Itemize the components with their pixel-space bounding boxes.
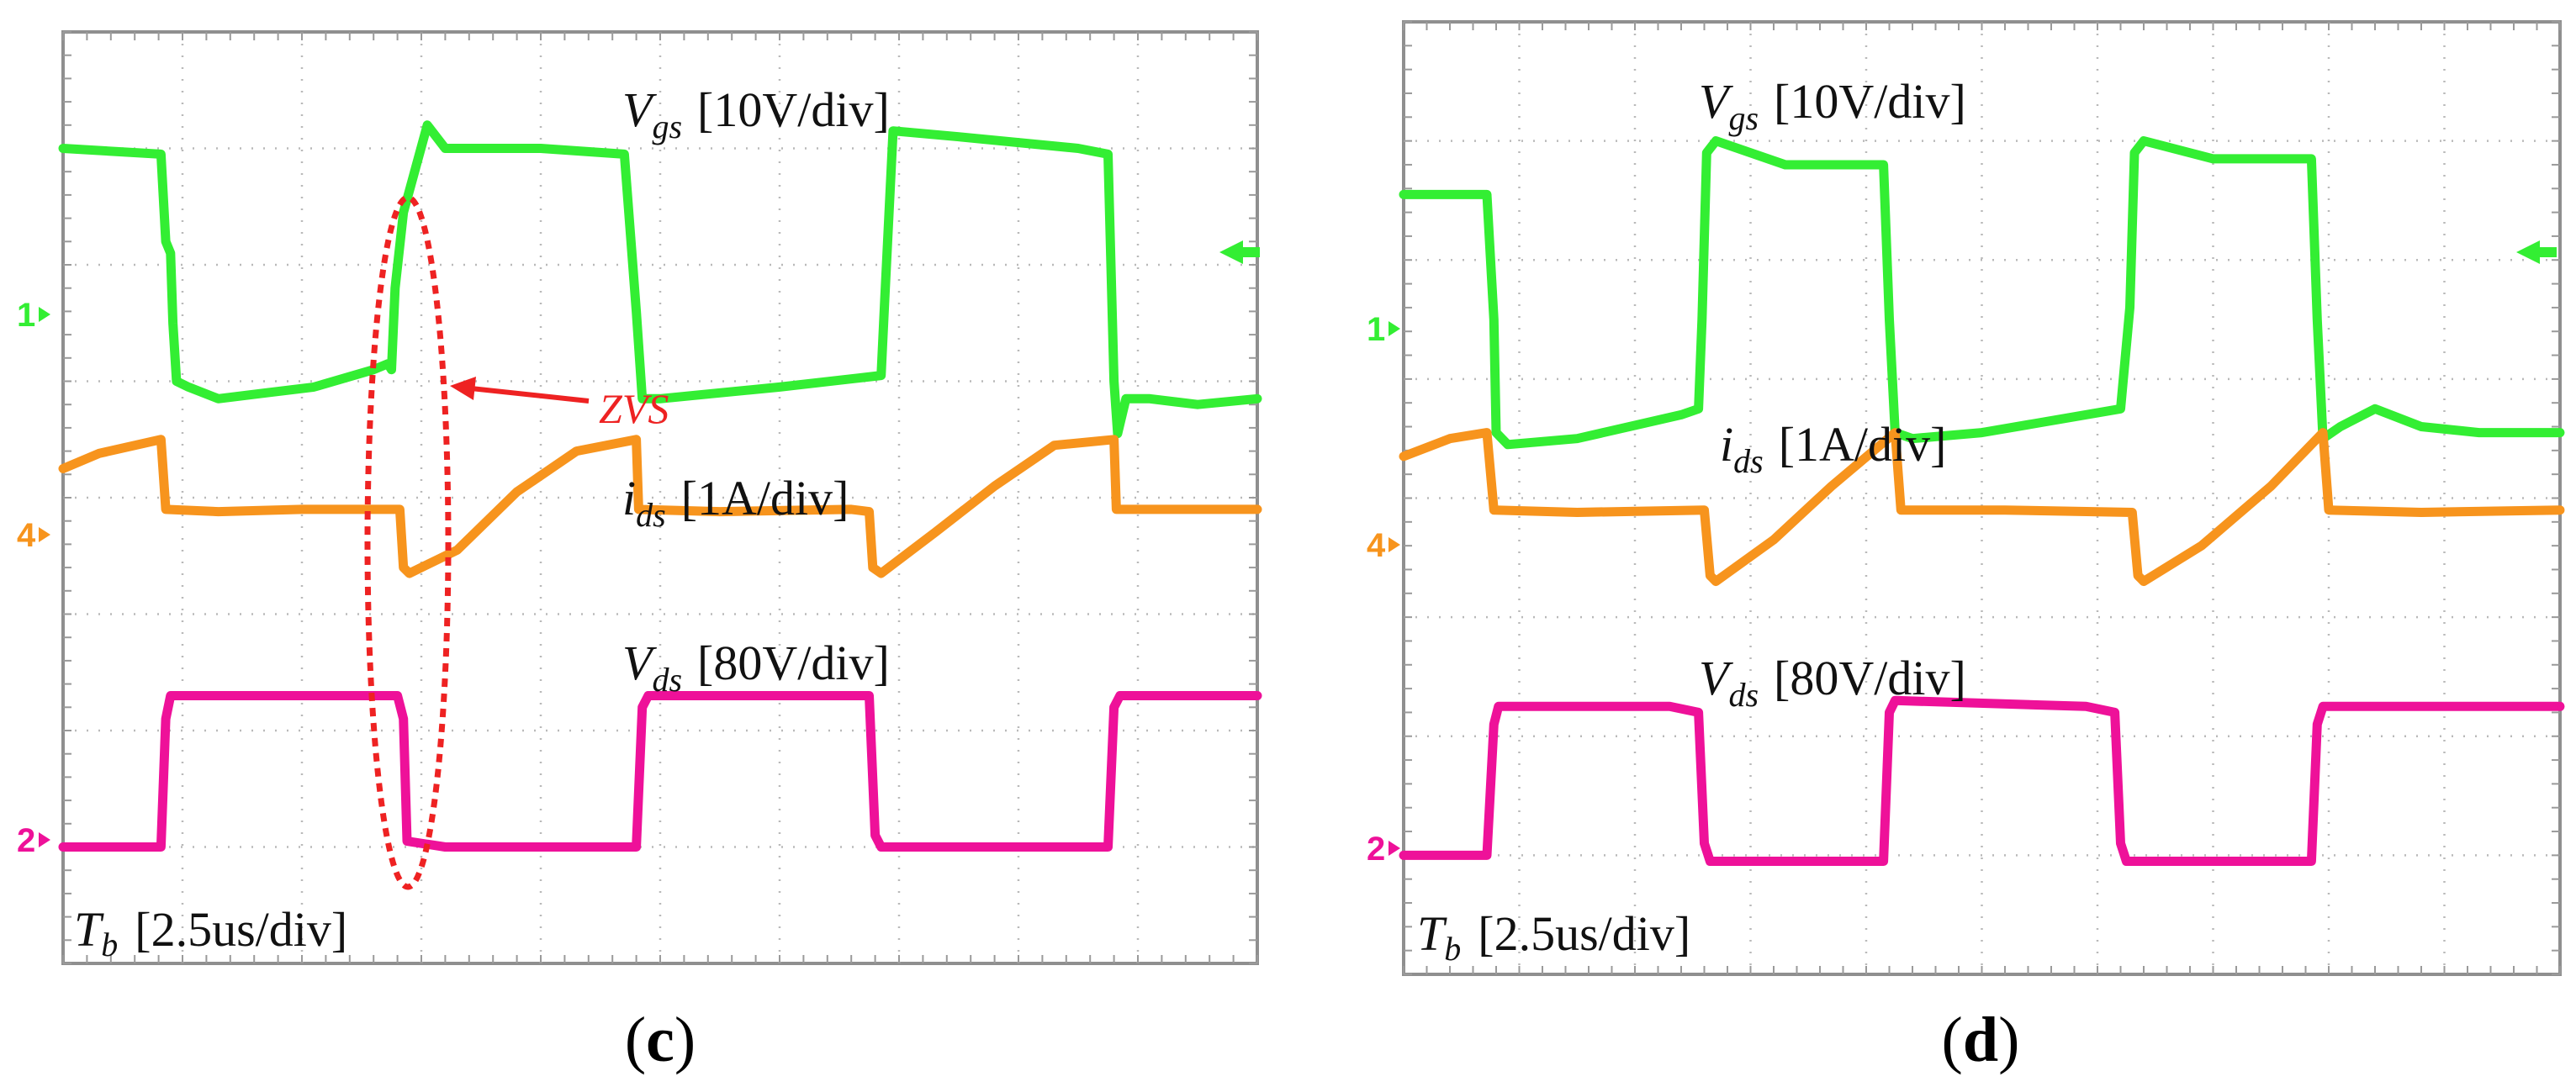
- panel-d-caption-letter: d: [1963, 1005, 1998, 1075]
- panel-d-timebase-subscript: b: [1444, 930, 1461, 968]
- panel-c-grid: [62, 31, 1258, 964]
- zvs-label: ZVS: [599, 385, 669, 432]
- panel-c-ids-symbol: i: [622, 471, 636, 525]
- panel-d-vds-subscript: ds: [1728, 676, 1759, 714]
- panel-c-vds-scale: [80V/div]: [697, 636, 890, 690]
- zvs-arrow-head-icon: [450, 377, 476, 400]
- panel-d-vds-symbol: V: [1699, 651, 1734, 705]
- panel-d-vgs-marker: 1: [1367, 311, 1400, 348]
- panel-c-timebase-label: Tb [2.5us/div]: [74, 902, 347, 963]
- panel-d-ids-label: ids [1A/div]: [1720, 417, 1946, 480]
- panel-c-vds-marker-label: 2: [17, 822, 35, 859]
- panel-c-vgs-label: Vgs [10V/div]: [622, 82, 890, 145]
- panel-c-timebase-subscript: b: [101, 926, 118, 963]
- panel-d-vgs-symbol: V: [1699, 74, 1734, 129]
- panel-c-timebase-scale: [2.5us/div]: [135, 902, 347, 957]
- zvs-arrow-line: [470, 386, 590, 404]
- panel-d-ids-marker: 4: [1367, 527, 1400, 564]
- trace-vds: [58, 691, 1262, 852]
- panel-c-frame: [61, 30, 1259, 965]
- panel-d-ids-scale: [1A/div]: [1779, 417, 1947, 472]
- zvs-highlight-ellipse: [364, 194, 452, 890]
- scope-panel-c: 1 4 2 Vgs [10V/div] ids [1A/div] Vds [80V/d…: [17, 30, 1262, 1075]
- panel-d-timebase-label: Tb [2.5us/div]: [1417, 906, 1690, 968]
- panel-d-vgs-label: Vgs [10V/div]: [1699, 74, 1966, 137]
- trace-vgs: [58, 120, 1262, 439]
- panel-d-vds-label: Vds [80V/div]: [1699, 651, 1966, 714]
- panel-d-ids-marker-label: 4: [1367, 527, 1386, 564]
- panel-c-ids-marker: 4: [17, 517, 50, 554]
- panel-c-vgs-subscript: gs: [652, 108, 682, 145]
- panel-c-vds-label: Vds [80V/div]: [622, 636, 890, 699]
- panel-d-timebase-scale: [2.5us/div]: [1478, 906, 1690, 961]
- trace-ids: [58, 435, 1262, 578]
- ground-reference-arrow-icon: [1219, 240, 1260, 264]
- panel-d-caption: (d): [1942, 1005, 2020, 1075]
- panel-d-vds-scale: [80V/div]: [1774, 651, 1966, 705]
- trace-ids: [1399, 428, 2565, 587]
- trace-vds: [1399, 695, 2565, 866]
- panel-d-vds-marker-label: 2: [1367, 831, 1385, 868]
- panel-c-vds-symbol: V: [622, 636, 658, 690]
- panel-c-vgs-symbol: V: [622, 82, 658, 137]
- ground-arrow-shape: [1219, 240, 1260, 264]
- panel-d-timebase-symbol: T: [1417, 906, 1447, 961]
- channel-marker-arrow-icon: [39, 832, 50, 847]
- panel-c-caption-letter: c: [646, 1005, 674, 1075]
- panel-d-ids-subscript: ds: [1733, 442, 1764, 480]
- panel-d-vds-marker: 2: [1367, 831, 1400, 868]
- panel-d-grid: [1403, 21, 2561, 975]
- panel-c-vgs-marker-label: 1: [17, 297, 35, 334]
- panel-c-ids-label: ids [1A/div]: [622, 471, 849, 534]
- channel-marker-arrow-icon: [1389, 537, 1400, 552]
- panel-c-vgs-scale: [10V/div]: [697, 82, 890, 137]
- panel-c-ids-marker-label: 4: [17, 517, 36, 554]
- panel-d-traces: [1399, 136, 2565, 866]
- panel-c-timebase-symbol: T: [74, 902, 104, 957]
- zvs-annotation: ZVS: [364, 194, 669, 890]
- scope-panel-d: 1 4 2 Vgs [10V/div] ids [1A/div] Vds [80V/d…: [1367, 20, 2565, 1075]
- panel-c-ids-scale: [1A/div]: [681, 471, 849, 525]
- channel-marker-arrow-icon: [1389, 321, 1400, 336]
- panel-d-vgs-marker-label: 1: [1367, 311, 1385, 348]
- panel-c-ids-subscript: ds: [636, 496, 666, 534]
- panel-c-vds-marker: 2: [17, 822, 50, 859]
- ground-arrow-shape: [2516, 240, 2557, 264]
- panel-c-traces: [58, 120, 1262, 852]
- panel-c-vds-subscript: ds: [652, 661, 682, 699]
- channel-marker-arrow-icon: [39, 527, 50, 542]
- panel-d-vgs-scale: [10V/div]: [1774, 74, 1966, 129]
- ground-reference-arrow-icon: [2516, 240, 2557, 264]
- channel-marker-arrow-icon: [39, 307, 50, 322]
- panel-d-vgs-subscript: gs: [1728, 99, 1759, 137]
- panel-c-vgs-marker: 1: [17, 297, 50, 334]
- panel-c-caption: (c): [625, 1005, 696, 1075]
- channel-marker-arrow-icon: [1389, 841, 1400, 856]
- panel-d-ids-symbol: i: [1720, 417, 1733, 472]
